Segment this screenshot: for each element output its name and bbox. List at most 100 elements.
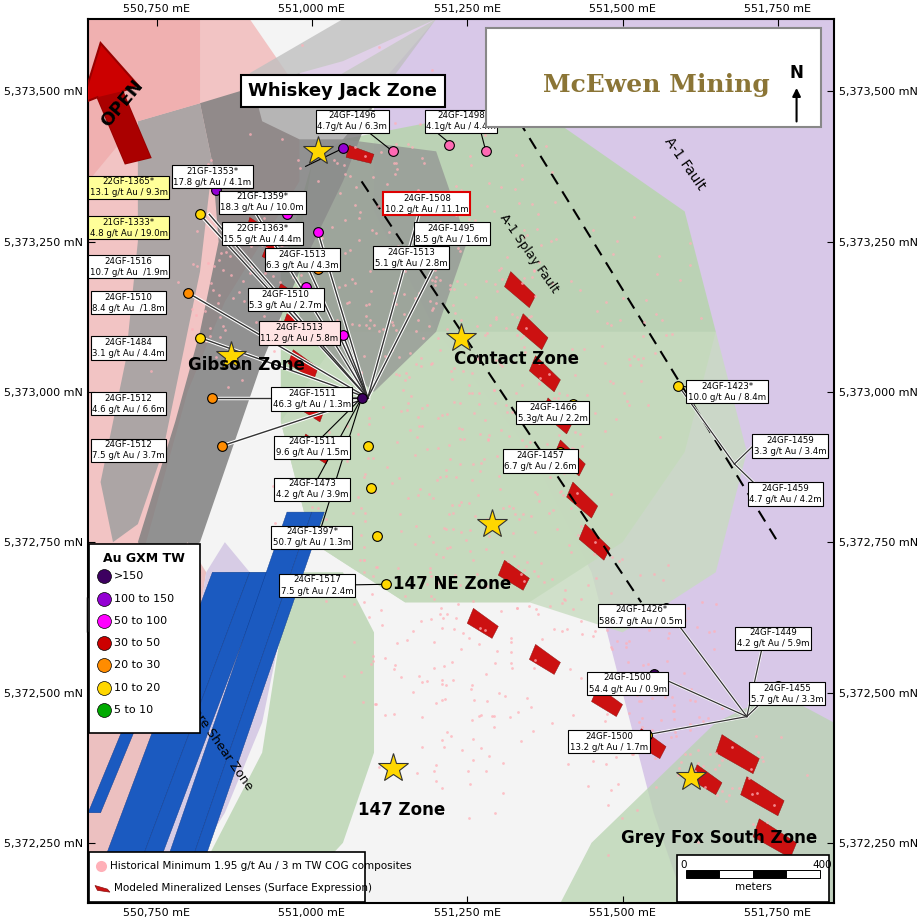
Polygon shape: [125, 573, 268, 903]
Bar: [686, 869, 719, 879]
Polygon shape: [281, 103, 715, 602]
Polygon shape: [89, 19, 200, 182]
Text: 100 to 150: 100 to 150: [113, 594, 173, 604]
Polygon shape: [276, 284, 302, 311]
Text: 24GF-1511
46.3 g/t Au / 1.3m: 24GF-1511 46.3 g/t Au / 1.3m: [273, 389, 351, 409]
Text: Whiskey Jack Zone: Whiskey Jack Zone: [249, 82, 437, 100]
Text: >150: >150: [113, 572, 144, 582]
Polygon shape: [529, 356, 561, 392]
Text: 21GF-1353*
17.8 g/t Au / 4.1m: 21GF-1353* 17.8 g/t Au / 4.1m: [173, 167, 252, 186]
Polygon shape: [89, 19, 300, 632]
Text: 24GF-1508
10.2 g/t Au / 11.1m: 24GF-1508 10.2 g/t Au / 11.1m: [385, 194, 468, 214]
FancyBboxPatch shape: [486, 28, 822, 127]
Text: 50 to 100: 50 to 100: [113, 616, 167, 626]
Polygon shape: [98, 91, 150, 163]
FancyBboxPatch shape: [89, 544, 200, 733]
Polygon shape: [517, 313, 548, 349]
Text: Contact Zone: Contact Zone: [455, 349, 579, 368]
Bar: [786, 869, 820, 879]
Polygon shape: [346, 146, 374, 163]
Text: 24GF-1449
4.2 g/t Au / 5.9m: 24GF-1449 4.2 g/t Au / 5.9m: [737, 628, 810, 648]
Text: 24GF-1498
4.1g/t Au / 4.4m: 24GF-1498 4.1g/t Au / 4.4m: [426, 112, 496, 131]
Text: 24GF-1500
13.2 g/t Au / 1.7m: 24GF-1500 13.2 g/t Au / 1.7m: [570, 732, 648, 751]
Text: Historical
Gibson Ramp: Historical Gibson Ramp: [90, 600, 183, 628]
Polygon shape: [294, 392, 325, 422]
Polygon shape: [250, 19, 436, 139]
Text: 24GF-1510
8.4 g/t Au  /1.8m: 24GF-1510 8.4 g/t Au /1.8m: [92, 293, 165, 313]
Text: 24GF-1473
4.2 g/t Au / 3.9m: 24GF-1473 4.2 g/t Au / 3.9m: [276, 479, 349, 500]
Polygon shape: [715, 735, 760, 774]
Text: meters: meters: [735, 882, 772, 892]
Polygon shape: [187, 512, 325, 873]
Polygon shape: [300, 139, 467, 392]
Polygon shape: [281, 332, 747, 632]
Polygon shape: [95, 885, 110, 892]
Text: 24GF-1516
10.7 g/t Au  /1.9m: 24GF-1516 10.7 g/t Au /1.9m: [89, 256, 168, 277]
Text: 22GF-1363*
15.5 g/t Au / 4.4m: 22GF-1363* 15.5 g/t Au / 4.4m: [223, 224, 301, 243]
Text: Modeled Mineralized Lenses (Surface Expression): Modeled Mineralized Lenses (Surface Expr…: [113, 883, 372, 892]
Text: 147 NE Zone: 147 NE Zone: [393, 575, 511, 593]
Text: 147 Zone: 147 Zone: [359, 801, 445, 819]
Text: 22GF-1365*
13.1 g/t Au / 9.3m: 22GF-1365* 13.1 g/t Au / 9.3m: [89, 177, 168, 197]
Polygon shape: [374, 19, 833, 903]
Text: 24GF-1511
9.6 g/t Au / 1.5m: 24GF-1511 9.6 g/t Au / 1.5m: [276, 437, 349, 457]
Polygon shape: [579, 524, 610, 561]
Text: 20 to 30: 20 to 30: [113, 660, 160, 670]
Text: 24GF-1423*
10.0 g/t Au / 8.4m: 24GF-1423* 10.0 g/t Au / 8.4m: [688, 382, 766, 402]
Text: Historical Minimum 1.95 g/t Au / 3 m TW COG composites: Historical Minimum 1.95 g/t Au / 3 m TW …: [110, 861, 411, 871]
Text: 24GF-1510
5.3 g/t Au / 2.7m: 24GF-1510 5.3 g/t Au / 2.7m: [250, 290, 322, 310]
Polygon shape: [301, 434, 330, 464]
Polygon shape: [89, 542, 207, 903]
Polygon shape: [162, 512, 312, 873]
Text: OPEN: OPEN: [98, 77, 148, 130]
Text: Gibson Kelore Shear Zone: Gibson Kelore Shear Zone: [151, 653, 255, 793]
Text: Grey Fox South Zone: Grey Fox South Zone: [621, 829, 817, 847]
Text: 21GF-1359*
18.3 g/t Au / 10.0m: 21GF-1359* 18.3 g/t Au / 10.0m: [220, 193, 304, 212]
Text: 24GF-1397*
50.7 g/t Au / 1.3m: 24GF-1397* 50.7 g/t Au / 1.3m: [273, 527, 351, 548]
Text: A-1 Fault: A-1 Fault: [661, 135, 708, 193]
FancyBboxPatch shape: [678, 855, 829, 903]
Text: 21GF-1333*
4.8 g/t Au / 19.0m: 21GF-1333* 4.8 g/t Au / 19.0m: [89, 218, 168, 238]
Text: 24GF-1496
4.7g/t Au / 6.3m: 24GF-1496 4.7g/t Au / 6.3m: [317, 112, 387, 131]
Polygon shape: [504, 272, 536, 308]
Text: Gibson Zone: Gibson Zone: [188, 356, 305, 373]
Polygon shape: [740, 776, 784, 816]
Polygon shape: [300, 19, 436, 91]
Text: 24GF-1512
4.6 g/t Au / 6.6m: 24GF-1512 4.6 g/t Au / 6.6m: [92, 394, 165, 414]
Text: 24GF-1484
3.1 g/t Au / 4.4m: 24GF-1484 3.1 g/t Au / 4.4m: [92, 337, 165, 358]
Text: 24GF-1500
54.4 g/t Au / 0.9m: 24GF-1500 54.4 g/t Au / 0.9m: [588, 673, 667, 693]
Polygon shape: [89, 542, 281, 903]
Text: 24GF-1426*
586.7 g/t Au / 0.5m: 24GF-1426* 586.7 g/t Au / 0.5m: [599, 606, 683, 626]
Text: 24GF-1513
11.2 g/t Au / 5.8m: 24GF-1513 11.2 g/t Au / 5.8m: [260, 323, 338, 343]
Polygon shape: [282, 313, 309, 341]
Text: 24GF-1466
5.3g/t Au / 2.2m: 24GF-1466 5.3g/t Au / 2.2m: [518, 403, 588, 423]
Text: 400: 400: [813, 860, 833, 870]
Polygon shape: [592, 687, 622, 716]
Text: 5 to 10: 5 to 10: [113, 705, 153, 715]
Text: 24GF-1513
6.3 g/t Au / 4.3m: 24GF-1513 6.3 g/t Au / 4.3m: [266, 250, 339, 269]
Polygon shape: [567, 482, 597, 518]
Polygon shape: [289, 349, 318, 380]
Text: 24GF-1513
5.1 g/t Au / 2.8m: 24GF-1513 5.1 g/t Au / 2.8m: [375, 248, 447, 267]
Text: McEwen Mining: McEwen Mining: [543, 73, 770, 97]
Polygon shape: [635, 728, 666, 759]
Polygon shape: [89, 573, 250, 903]
Polygon shape: [262, 242, 293, 272]
Text: 24GF-1459
3.3 g/t Au / 3.4m: 24GF-1459 3.3 g/t Au / 3.4m: [754, 436, 827, 456]
Polygon shape: [175, 573, 374, 903]
Polygon shape: [691, 764, 722, 795]
Text: 24GF-1495
8.5 g/t Au / 1.6m: 24GF-1495 8.5 g/t Au / 1.6m: [416, 224, 488, 243]
Polygon shape: [246, 218, 268, 239]
FancyBboxPatch shape: [89, 852, 365, 903]
Text: 24GF-1512
7.5 g/t Au / 3.7m: 24GF-1512 7.5 g/t Au / 3.7m: [92, 440, 165, 460]
Polygon shape: [542, 398, 573, 434]
Polygon shape: [554, 440, 585, 476]
Text: 10 to 20: 10 to 20: [113, 682, 160, 692]
Text: 24GF-1517
7.5 g/t Au / 2.4m: 24GF-1517 7.5 g/t Au / 2.4m: [280, 575, 353, 596]
Polygon shape: [529, 644, 561, 675]
Text: Au GXM TW: Au GXM TW: [103, 552, 185, 565]
Text: 24GF-1457
6.7 g/t Au / 2.6m: 24GF-1457 6.7 g/t Au / 2.6m: [504, 451, 577, 471]
Bar: [719, 869, 752, 879]
Polygon shape: [82, 43, 150, 163]
Polygon shape: [753, 819, 797, 857]
